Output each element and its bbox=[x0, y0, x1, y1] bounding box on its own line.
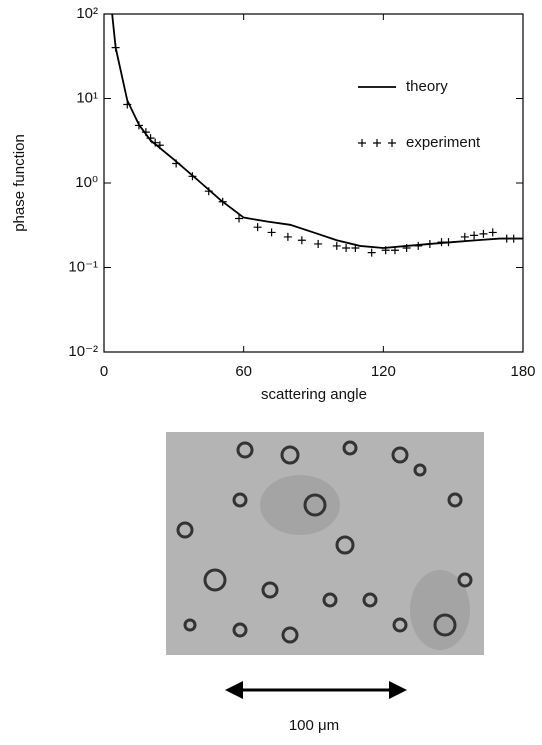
experiment-point bbox=[267, 228, 276, 237]
y-tick-label: 10⁰ bbox=[75, 174, 98, 191]
y-tick-label: 10⁻² bbox=[68, 343, 98, 360]
experiment-point bbox=[111, 43, 120, 52]
experiment-point bbox=[253, 223, 262, 232]
experiment-point bbox=[502, 234, 511, 243]
legend-marker bbox=[373, 139, 381, 147]
y-tick-label: 10¹ bbox=[76, 89, 98, 106]
experiment-point bbox=[437, 238, 446, 247]
experiment-point bbox=[390, 246, 399, 255]
plot-area bbox=[111, 14, 523, 257]
experiment-point bbox=[479, 229, 488, 238]
x-tick-label: 0 bbox=[100, 363, 108, 380]
experiment-point bbox=[460, 232, 469, 241]
x-axis-label: scattering angle bbox=[261, 386, 367, 403]
experiment-point bbox=[509, 234, 518, 243]
experiment-point bbox=[332, 241, 341, 250]
experiment-point bbox=[381, 246, 390, 255]
experiment-point bbox=[414, 241, 423, 250]
y-tick-label: 10⁻¹ bbox=[68, 258, 98, 275]
experiment-point bbox=[146, 134, 155, 143]
experiment-point bbox=[204, 187, 213, 196]
theory-line bbox=[111, 14, 523, 249]
x-tick-label: 180 bbox=[510, 363, 535, 380]
legend-marker bbox=[388, 139, 396, 147]
experiment-point bbox=[235, 214, 244, 223]
legend-label: theory bbox=[406, 78, 448, 95]
x-tick-label: 120 bbox=[371, 363, 396, 380]
experiment-point bbox=[188, 172, 197, 181]
experiment-point bbox=[342, 244, 351, 253]
experiment-point bbox=[172, 159, 181, 168]
experiment-point bbox=[351, 244, 360, 253]
y-axis-label: phase function bbox=[11, 134, 28, 232]
experiment-point bbox=[218, 197, 227, 206]
experiment-point bbox=[367, 248, 376, 257]
experiment-point bbox=[488, 228, 497, 237]
x-tick-label: 60 bbox=[235, 363, 252, 380]
experiment-point bbox=[134, 121, 143, 130]
experiment-point bbox=[444, 238, 453, 247]
experiment-point bbox=[402, 244, 411, 253]
experiment-point bbox=[141, 128, 150, 137]
plot-frame bbox=[103, 13, 524, 353]
scale-bar-label: 100 μm bbox=[289, 717, 339, 734]
legend-marker bbox=[358, 139, 366, 147]
legend-label: experiment bbox=[406, 134, 481, 151]
experiment-point bbox=[314, 239, 323, 248]
y-tick-label: 10² bbox=[76, 5, 98, 22]
experiment-point bbox=[470, 231, 479, 240]
experiment-point bbox=[425, 239, 434, 248]
experiment-point bbox=[297, 236, 306, 245]
micrograph bbox=[166, 432, 484, 655]
experiment-point bbox=[155, 141, 164, 150]
experiment-point bbox=[151, 138, 160, 147]
experiment-point bbox=[123, 100, 132, 109]
experiment-point bbox=[283, 232, 292, 241]
